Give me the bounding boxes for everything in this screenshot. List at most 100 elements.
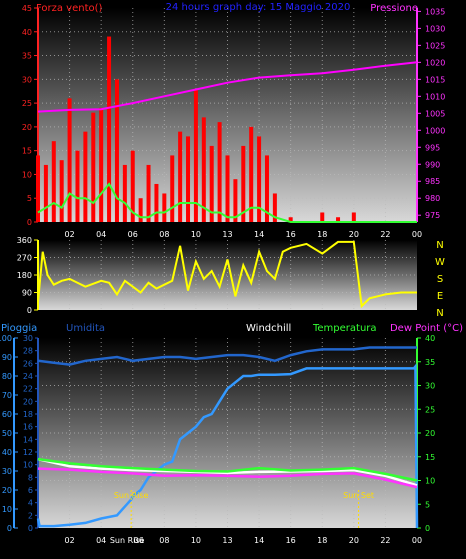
wind-gust-bar xyxy=(43,164,48,222)
wind-tick-label: 5 xyxy=(27,194,32,203)
wind-gust-bar xyxy=(107,36,112,223)
humidity-tick-label: 10 xyxy=(23,461,33,470)
compass-letter: E xyxy=(437,291,443,302)
pressure-tick-label: 990 xyxy=(425,160,440,169)
rain-tick-label: 50 xyxy=(2,429,12,438)
temp-time-label: 10 xyxy=(191,536,201,545)
pressure-tick-label: 1015 xyxy=(425,75,445,84)
temp-time-label: 16 xyxy=(286,536,296,545)
wind-gust-bar xyxy=(241,145,246,222)
rain-tick-label: 40 xyxy=(2,448,12,457)
wind-tick-label: 25 xyxy=(22,99,32,108)
wind-speed-ticks: 0 5 10 15 20 25 30 35 40 45 xyxy=(22,4,39,227)
wind-gust-bar xyxy=(186,136,191,222)
direction-tick-label: 180 xyxy=(17,271,32,280)
compass-letter: W xyxy=(435,257,445,268)
rain-tick-label: 60 xyxy=(2,410,12,419)
wind-time-label: 08 xyxy=(159,230,169,239)
wind-gust-bar xyxy=(170,155,175,222)
wind-gust-bar xyxy=(193,88,198,222)
pressure-tick-label: 1025 xyxy=(425,41,445,50)
wind-gust-bar xyxy=(162,193,167,222)
humidity-tick-label: 0 xyxy=(28,524,33,533)
temp-time-label: 14 xyxy=(254,536,264,545)
pressure-tick-label: 1030 xyxy=(425,24,445,33)
humidity-tick-label: 20 xyxy=(23,397,33,406)
wind-gust-bar xyxy=(59,160,64,222)
temperature-tick-label: 0 xyxy=(425,524,430,533)
humidity-tick-label: 4 xyxy=(28,499,33,508)
wind-gust-bar xyxy=(83,131,88,222)
wind-gust-bar xyxy=(146,164,151,222)
wind-gust-bar xyxy=(201,117,206,222)
wind-gust-bar xyxy=(178,131,183,222)
wind-time-label: 04 xyxy=(96,230,106,239)
wind-gust-bar xyxy=(209,145,214,222)
windchill-line xyxy=(37,457,418,487)
rain-ticks: 0 10 20 30 40 50 60 70 80 90 100 xyxy=(0,334,18,533)
wind-tick-label: 45 xyxy=(22,4,32,13)
rain-tick-label: 10 xyxy=(2,505,12,514)
temp-time-label: 04 xyxy=(96,536,106,545)
temperature-tick-label: 10 xyxy=(425,477,435,486)
compass-letter: N xyxy=(436,308,443,319)
compass-letter: S xyxy=(437,274,443,285)
temperature-tick-label: 5 xyxy=(425,500,430,509)
direction-tick-label: 270 xyxy=(17,254,32,263)
wind-gust-bar xyxy=(75,150,80,222)
temperature-tick-label: 35 xyxy=(425,358,435,367)
temp-time-label: 20 xyxy=(349,536,359,545)
direction-tick-label: 90 xyxy=(22,289,32,298)
temperature-tick-label: 40 xyxy=(425,334,435,343)
temp-time-label: 02 xyxy=(64,536,74,545)
wind-tick-label: 15 xyxy=(22,147,32,156)
wind-gust-bar xyxy=(351,212,356,222)
humidity-tick-label: 8 xyxy=(28,473,33,482)
wind-time-label: 13 xyxy=(222,230,232,239)
temperature-tick-label: 20 xyxy=(425,429,435,438)
wind-tick-label: 40 xyxy=(22,28,32,37)
wind-gust-bar xyxy=(336,217,341,222)
temperature-label: Temperatura xyxy=(312,323,377,334)
temp-time-label: Sun Rise xyxy=(110,536,145,545)
pressure-ticks: 975 980 985 990 995 1000 1005 1010 1015 1020 1025 1… xyxy=(416,7,445,222)
pressure-tick-label: 1005 xyxy=(425,109,445,118)
temp-time-label: 08 xyxy=(159,536,169,545)
humidity-tick-label: 16 xyxy=(23,423,33,432)
rain-axis-label: Pioggia xyxy=(1,323,37,334)
direction-series xyxy=(37,240,417,309)
wind-gust-bar xyxy=(249,126,254,222)
temp-time-label: 06 xyxy=(134,536,144,545)
rain-tick-label: 100 xyxy=(0,334,12,343)
humidity-tick-label: 26 xyxy=(23,359,33,368)
direction-panel-background xyxy=(38,240,417,310)
pressure-tick-label: 1020 xyxy=(425,58,445,67)
pressure-tick-label: 995 xyxy=(425,143,440,152)
rain-tick-label: 30 xyxy=(2,467,12,476)
wind-gust-bar xyxy=(91,112,96,222)
temperature-line xyxy=(37,457,418,482)
temp-time-label: 00 xyxy=(412,536,422,545)
humidity-tick-label: 30 xyxy=(23,334,33,343)
wind-gust-bar xyxy=(154,183,159,222)
temperature-ticks: 0 5 10 15 20 25 30 35 40 xyxy=(416,334,435,533)
rain-tick-label: 0 xyxy=(7,524,12,533)
wind-time-label: 22 xyxy=(380,230,390,239)
wind-tick-label: 10 xyxy=(22,170,32,179)
wind-gust-bar xyxy=(114,79,119,222)
temp-time-label: 22 xyxy=(380,536,390,545)
wind-time-label: 00 xyxy=(412,230,422,239)
wind-tick-label: 30 xyxy=(22,75,32,84)
rain-tick-label: 70 xyxy=(2,391,12,400)
wind_speed-line xyxy=(37,182,417,223)
wind-time-label: 06 xyxy=(128,230,138,239)
rain-tick-label: 90 xyxy=(2,353,12,362)
pressure-tick-label: 980 xyxy=(425,194,440,203)
pressure-tick-label: 975 xyxy=(425,211,440,220)
wind-time-label: 14 xyxy=(254,230,264,239)
humidity-tick-label: 28 xyxy=(23,347,33,356)
wind-series xyxy=(36,36,418,223)
rain-tick-label: 20 xyxy=(2,486,12,495)
